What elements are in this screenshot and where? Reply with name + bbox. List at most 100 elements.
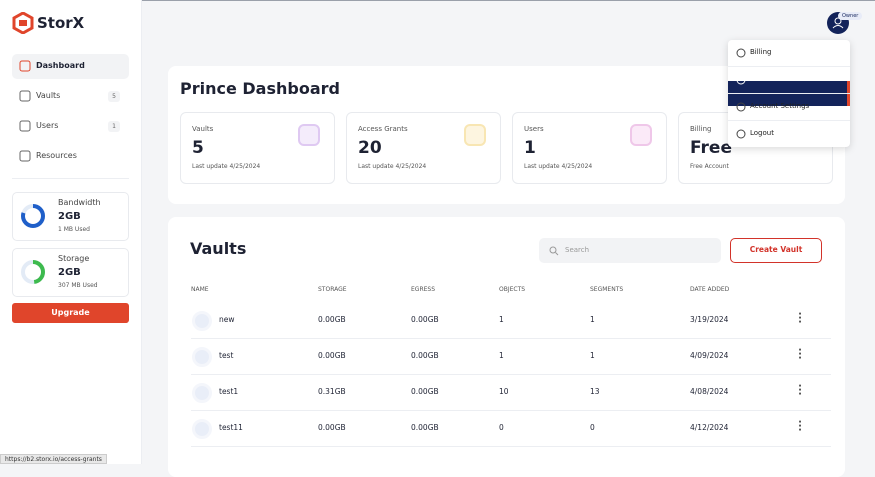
nav-icon: [19, 150, 31, 162]
role-badge: Owner: [838, 12, 863, 20]
column-header: NAME: [191, 286, 209, 293]
stat-note: Last update 4/25/2024: [192, 163, 261, 170]
nav-active-bg: [12, 54, 129, 79]
cell[interactable]: test11: [219, 423, 243, 432]
usage-used: 307 MB Used: [58, 282, 98, 289]
menu-icon: [736, 75, 746, 85]
usage-used: 1 MB Used: [58, 226, 90, 233]
cell: 0.00GB: [318, 315, 346, 324]
stat-value: 20: [358, 138, 382, 158]
menu-icon: [736, 102, 746, 112]
cell: 0: [590, 423, 595, 432]
logo-icon: [12, 12, 34, 34]
stat-note: Last update 4/25/2024: [358, 163, 427, 170]
vault-icon: [192, 383, 212, 403]
nav-count: 5: [108, 91, 120, 102]
row-menu[interactable]: · · ·: [798, 309, 802, 328]
row-divider: [191, 338, 831, 339]
cell: 10: [499, 387, 509, 396]
vault-icon: [192, 347, 212, 367]
stat-value: Free: [690, 138, 732, 158]
search-box[interactable]: Search: [539, 238, 721, 263]
column-header: SEGMENTS: [590, 286, 624, 293]
usage-ring: [21, 260, 45, 284]
usage-value: 2GB: [58, 267, 81, 278]
account-menu: Billing Access Account Settings Logout: [728, 40, 850, 147]
top-border: [0, 0, 875, 1]
usage-label: Bandwidth: [58, 198, 101, 207]
nav-item[interactable]: Vaults: [36, 91, 61, 100]
cell: 0.00GB: [318, 423, 346, 432]
cell: 0.00GB: [411, 315, 439, 324]
usage-ring: [21, 204, 45, 228]
status-url: https://b2.storx.io/access-grants: [0, 454, 107, 464]
cell[interactable]: test: [219, 351, 234, 360]
cell: 1: [499, 315, 504, 324]
row-divider: [191, 446, 831, 447]
menu-divider: [728, 120, 850, 121]
stat-icon: [630, 124, 652, 146]
menu-divider: [728, 66, 850, 67]
cell: 4/08/2024: [690, 387, 729, 396]
menu-divider: [728, 93, 850, 94]
cell: 13: [590, 387, 600, 396]
search-placeholder: Search: [565, 246, 590, 254]
row-divider: [191, 374, 831, 375]
usage-value: 2GB: [58, 211, 81, 222]
cell[interactable]: new: [219, 315, 235, 324]
upgrade-button[interactable]: Upgrade: [12, 303, 129, 323]
nav-icon: [19, 60, 31, 72]
row-divider: [191, 410, 831, 411]
cell: 0.00GB: [411, 351, 439, 360]
vaults-title: Vaults: [190, 239, 247, 258]
usage-card: [12, 192, 129, 241]
menu-item[interactable]: Access: [750, 75, 774, 83]
stat-value: 1: [524, 138, 536, 158]
nav-item[interactable]: Resources: [36, 151, 77, 160]
create-vault-button[interactable]: Create Vault: [730, 238, 822, 263]
menu-item[interactable]: Billing: [750, 48, 772, 56]
menu-item[interactable]: Logout: [750, 129, 774, 137]
nav-item[interactable]: Dashboard: [36, 61, 85, 70]
row-menu[interactable]: · · ·: [798, 417, 802, 436]
cell: 3/19/2024: [690, 315, 729, 324]
cell: 0.00GB: [411, 423, 439, 432]
cell: 4/09/2024: [690, 351, 729, 360]
vault-icon: [192, 419, 212, 439]
column-header: DATE ADDED: [690, 286, 730, 293]
cell: 1: [590, 315, 595, 324]
cell: 0.31GB: [318, 387, 346, 396]
cell: 0.00GB: [411, 387, 439, 396]
vaults-card: Vaults Search Create Vault: [168, 217, 845, 477]
sidebar: StorX Upgrade Dashboard Vaults 5 Users 1 Reso…: [0, 0, 142, 464]
nav-icon: [19, 120, 31, 132]
menu-item[interactable]: Account Settings: [750, 102, 810, 110]
menu-icon: [736, 129, 746, 139]
stat-card: [180, 112, 335, 184]
nav-item[interactable]: Users: [36, 121, 59, 130]
menu-icon: [736, 48, 746, 58]
nav-count: 1: [108, 121, 120, 132]
vault-icon: [192, 311, 212, 331]
dashboard-title: Prince Dashboard: [180, 79, 340, 98]
stat-note: Last update 4/25/2024: [524, 163, 593, 170]
usage-card: [12, 248, 129, 297]
stat-label: Vaults: [192, 125, 214, 133]
search-icon: [549, 246, 559, 256]
brand: StorX: [37, 14, 85, 32]
stat-icon: [298, 124, 320, 146]
row-menu[interactable]: · · ·: [798, 381, 802, 400]
cell: 0.00GB: [318, 351, 346, 360]
row-menu[interactable]: · · ·: [798, 345, 802, 364]
cell: 0: [499, 423, 504, 432]
column-header: OBJECTS: [499, 286, 526, 293]
divider: [12, 178, 129, 179]
stat-note: Free Account: [690, 163, 729, 170]
column-header: STORAGE: [318, 286, 347, 293]
nav-icon: [19, 90, 31, 102]
stat-icon: [464, 124, 486, 146]
cell[interactable]: test1: [219, 387, 239, 396]
stat-label: Access Grants: [358, 125, 408, 133]
usage-label: Storage: [58, 254, 90, 263]
